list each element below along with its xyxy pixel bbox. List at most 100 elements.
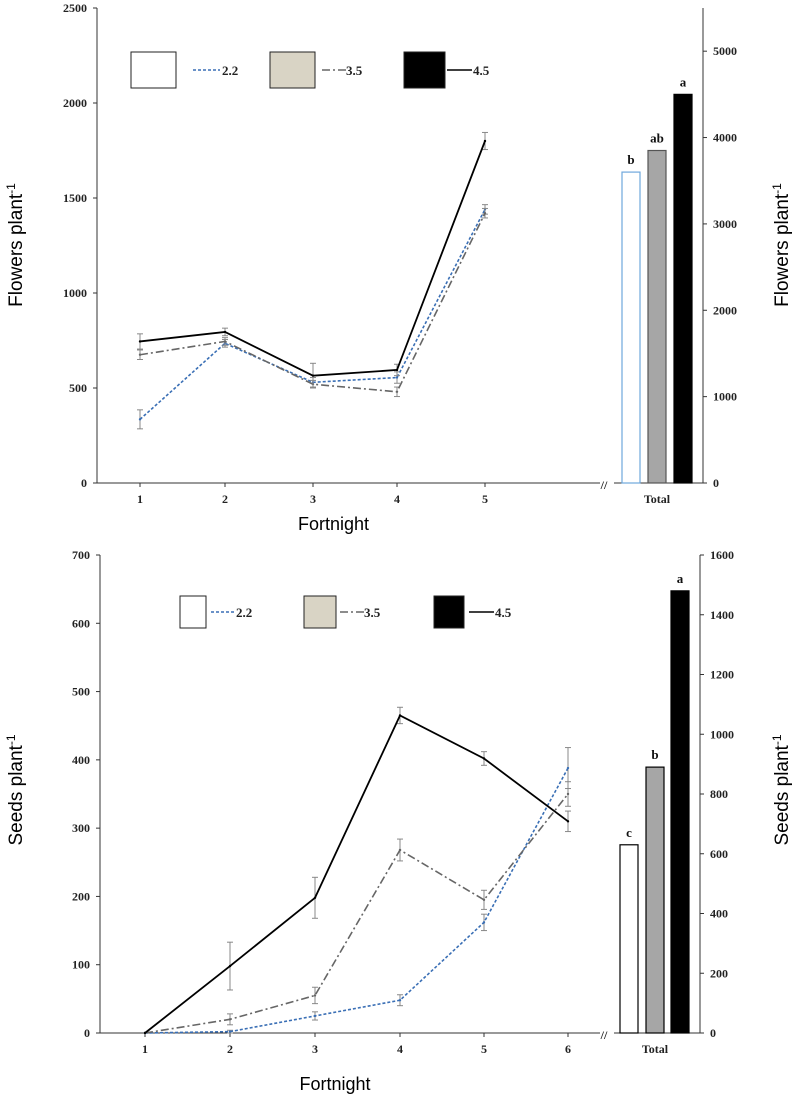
y-tick-label: 400 [72,753,90,767]
data-point [138,340,142,343]
x-axis-label: Fortnight [299,1074,370,1094]
y-right-tick-label: 200 [710,966,728,980]
y-right-axis-label-main: Flowers plant [772,193,793,307]
y-axis-label-main: Flowers plant [6,193,27,307]
y-right-axis-label-sup: -1 [770,183,784,194]
x-tick-label-total: Total [642,1042,669,1056]
data-point [395,390,399,393]
y-tick-label: 0 [84,1026,90,1040]
y-right-axis-label-sup: -1 [770,734,784,745]
y-tick-label: 200 [72,889,90,903]
significance-letter: b [627,152,634,167]
y-tick-label: 700 [72,548,90,562]
x-tick-label: 2 [222,492,228,506]
chart-2: 0 100 200 300 400 500 600 700 1 2 3 4 5 6 // Fortnight S… [4,548,793,1094]
y-right-axis-label: Seeds plant-1 [770,734,793,845]
data-point [398,848,402,852]
y-tick-label: 500 [72,685,90,699]
data-point [313,994,317,997]
y-tick-label: 2500 [63,1,87,15]
data-point [228,1018,232,1021]
series-2.2 [143,747,571,1035]
data-point [228,1030,232,1033]
y-tick-label: 1000 [63,286,87,300]
significance-letter: a [677,571,684,586]
y-right-tick-label: 1600 [710,548,734,562]
x-tick-label: 5 [481,1042,487,1056]
x-tick-label: 6 [565,1042,571,1056]
legend-swatch-3.5 [269,51,316,89]
significance-letter: ab [650,131,664,146]
x-tick-label: 5 [482,492,488,506]
x-tick-label: 1 [142,1042,148,1056]
total-bar-4.5 [670,590,690,1034]
total-bar-3.5 [645,766,665,1034]
y-right-tick-label: 1000 [710,727,734,741]
series-4.5 [137,131,488,389]
series-line-4.5 [139,140,486,377]
data-point [482,898,486,902]
data-point [482,921,486,924]
y-right-tick-label: 1000 [713,390,737,404]
data-point [138,418,142,421]
y-axis-label-sup: -1 [4,183,18,194]
data-point [482,757,486,760]
y-tick-label: 300 [72,821,90,835]
x-tick-label: 4 [397,1042,403,1056]
data-point [398,714,402,717]
x-tick-label: 1 [137,492,143,506]
data-point [566,820,570,823]
y-axis-label-main: Seeds plant [6,744,27,845]
y-right-tick-label: 0 [713,476,719,490]
data-point [143,1031,147,1035]
legend-swatch-3.5 [303,595,337,629]
series-2.2 [137,204,488,430]
y-right-axis-label-main: Seeds plant [772,744,793,845]
y-right-axis-label: Flowers plant-1 [770,183,793,307]
y-right-tick-label: 800 [710,787,728,801]
series-4.5 [143,706,571,1035]
y-axis-label: Flowers plant-1 [4,183,27,307]
legend-swatch-2.2 [179,595,207,629]
series-line-2.2 [144,767,569,1034]
y-tick-label: 500 [69,381,87,395]
y-tick-label: 1500 [63,191,87,205]
y-tick-label: 100 [72,958,90,972]
y-tick-label: 2000 [63,96,87,110]
total-bar-2.2 [621,171,641,484]
total-bar-3.5 [647,149,667,484]
y-tick-label: 0 [81,476,87,490]
x-tick-label: 2 [227,1042,233,1056]
y-right-tick-label: 400 [710,907,728,921]
data-point [398,999,402,1002]
legend: 2.2 3.5 4.5 [179,595,512,629]
legend-label-3.5: 3.5 [346,63,363,78]
y-tick-label: 600 [72,616,90,630]
data-point [566,766,570,770]
y-right-tick-label: 0 [710,1026,716,1040]
data-point [483,139,487,143]
x-tick-label-total: Total [644,492,671,506]
y-right-tick-label: 600 [710,847,728,861]
y-axis-label-sup: -1 [4,734,18,745]
data-point [138,353,142,356]
series-line-3.5 [144,793,569,1034]
x-tick-label: 4 [394,492,400,506]
legend-label-3.5: 3.5 [364,605,381,620]
series-line-4.5 [144,714,569,1034]
y-right-tick-label: 1200 [710,668,734,682]
significance-letter: b [651,747,658,762]
y-right-tick-label: 2000 [713,303,737,317]
series-3.5 [143,781,571,1035]
data-point [483,212,487,215]
data-point [223,340,227,343]
data-point [313,896,317,899]
x-tick-label: 3 [310,492,316,506]
legend-swatch-2.2 [130,51,177,89]
data-point [395,376,399,379]
legend-label-4.5: 4.5 [473,63,490,78]
legend-label-4.5: 4.5 [495,605,512,620]
y-right-tick-label: 5000 [713,44,737,58]
chart-1: 0 500 1000 1500 2000 2500 1 2 3 4 5 // Fortnight Flow… [4,1,793,534]
